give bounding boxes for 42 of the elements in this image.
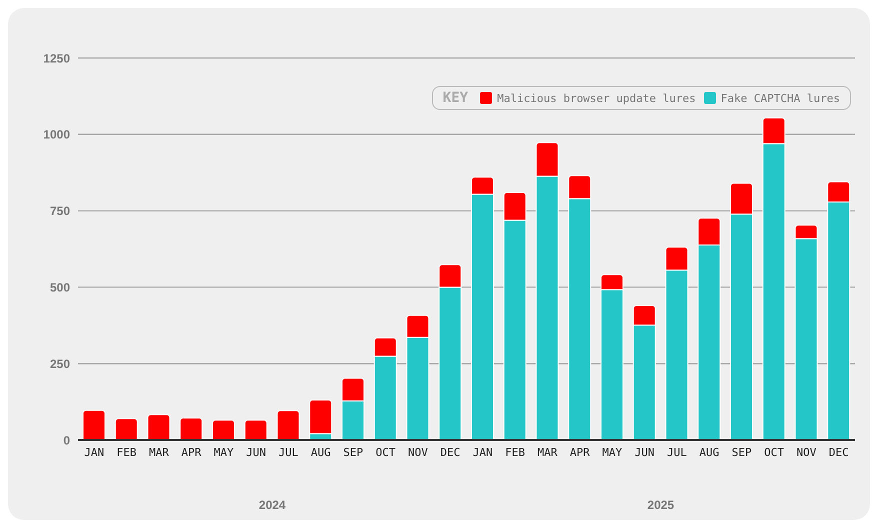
y-tick-label: 250	[50, 356, 70, 371]
x-tick-label: DEC	[828, 446, 849, 459]
legend-label: Malicious browser update lures	[497, 92, 696, 104]
x-tick-label: MAR	[149, 446, 170, 459]
x-tick-label: JUN	[634, 446, 654, 459]
x-tick-label: NOV	[408, 446, 428, 459]
x-tick-label: SEP	[732, 446, 752, 459]
y-tick-label: 0	[63, 433, 70, 448]
y-tick-label: 500	[50, 280, 70, 294]
x-tick-label: MAR	[538, 446, 558, 459]
x-tick-label: SEP	[343, 446, 364, 459]
bar	[82, 410, 106, 440]
x-tick-label: JUL	[667, 446, 688, 459]
legend-label: Fake CAPTCHA lures	[720, 92, 840, 104]
y-tick-label: 1000	[43, 128, 70, 142]
bar	[114, 418, 138, 440]
x-tick-label: JUN	[246, 446, 266, 459]
x-tick-label: MAY	[602, 446, 622, 459]
text: 2025	[646, 498, 676, 512]
x-tick-label: NOV	[796, 446, 817, 459]
bar	[244, 420, 268, 440]
y-tick-label: 1250	[43, 51, 70, 66]
x-tick-label: MAY	[214, 446, 234, 459]
x-tick-label: FEB	[505, 446, 526, 459]
legend-title: KEY	[442, 90, 468, 106]
bar	[147, 414, 170, 440]
x-tick-label: OCT	[376, 446, 396, 459]
x-tick-label: JAN	[84, 446, 104, 459]
y-tick-label: 750	[50, 204, 70, 218]
x-tick-label: JUL	[278, 446, 299, 459]
x-tick-label: OCT	[764, 446, 784, 459]
bar	[212, 420, 235, 440]
x-tick-label: AUG	[699, 446, 720, 459]
x-tick-label: AUG	[310, 446, 331, 459]
x-tick-label: APR	[570, 446, 590, 459]
x-tick-label: JAN	[472, 446, 493, 459]
x-tick-label: DEC	[440, 446, 460, 459]
bar	[180, 417, 203, 440]
bar	[276, 410, 300, 440]
text: 2024	[258, 498, 287, 512]
x-tick-label: FEB	[116, 446, 137, 459]
x-tick-label: APR	[181, 446, 202, 459]
